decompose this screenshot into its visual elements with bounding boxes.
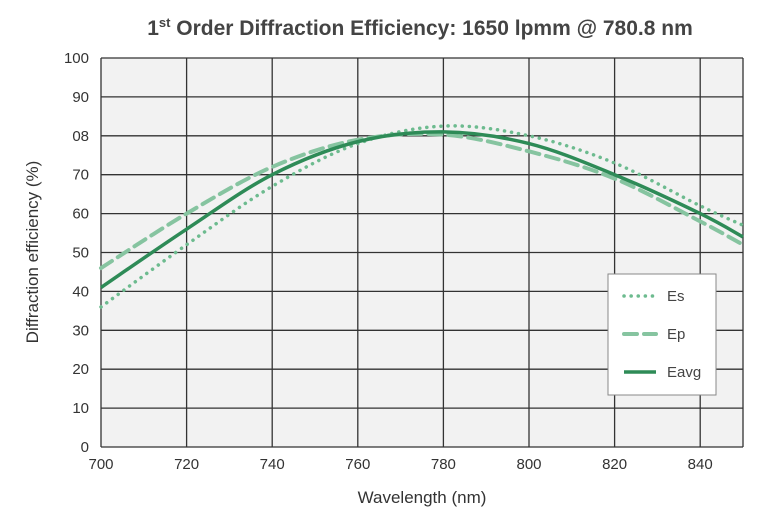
legend-label: Eavg (667, 364, 701, 381)
y-tick-label: 20 (72, 361, 89, 378)
y-tick-label: 30 (72, 322, 89, 339)
x-axis-label: Wavelength (nm) (358, 488, 487, 507)
y-tick-label: 90 (72, 89, 89, 106)
y-tick-label: 100 (64, 50, 89, 67)
legend-label: Ep (667, 326, 685, 343)
y-tick-label: 10 (72, 400, 89, 417)
x-tick-labels: 700 720 740 760 780 800 820 840 (88, 456, 712, 473)
x-tick-label: 720 (174, 456, 199, 473)
y-tick-label: 60 (72, 206, 89, 223)
series-lines (99, 124, 745, 309)
y-axis-label: Diffraction efficiency (%) (23, 161, 42, 344)
chart-title: 1st Order Diffraction Efficiency: 1650 l… (147, 15, 693, 40)
y-tick-label: 0 (81, 439, 89, 456)
x-tick-label: 700 (88, 456, 113, 473)
series-line-ep (99, 131, 745, 271)
series-line-es (99, 124, 745, 309)
x-tick-label: 800 (516, 456, 541, 473)
legend-label: Es (667, 288, 685, 305)
y-tick-labels: 0 10 20 30 40 50 60 70 08 90 100 (64, 50, 89, 456)
x-tick-label: 760 (345, 456, 370, 473)
x-tick-label: 840 (688, 456, 713, 473)
y-tick-label: 08 (72, 128, 89, 145)
x-tick-label: 740 (260, 456, 285, 473)
x-tick-label: 780 (431, 456, 456, 473)
y-tick-label: 50 (72, 245, 89, 262)
legend: Es Ep Eavg (607, 273, 717, 396)
x-tick-label: 820 (602, 456, 627, 473)
y-tick-label: 40 (72, 283, 89, 300)
y-tick-label: 70 (72, 167, 89, 184)
series-line-eavg (100, 130, 744, 289)
